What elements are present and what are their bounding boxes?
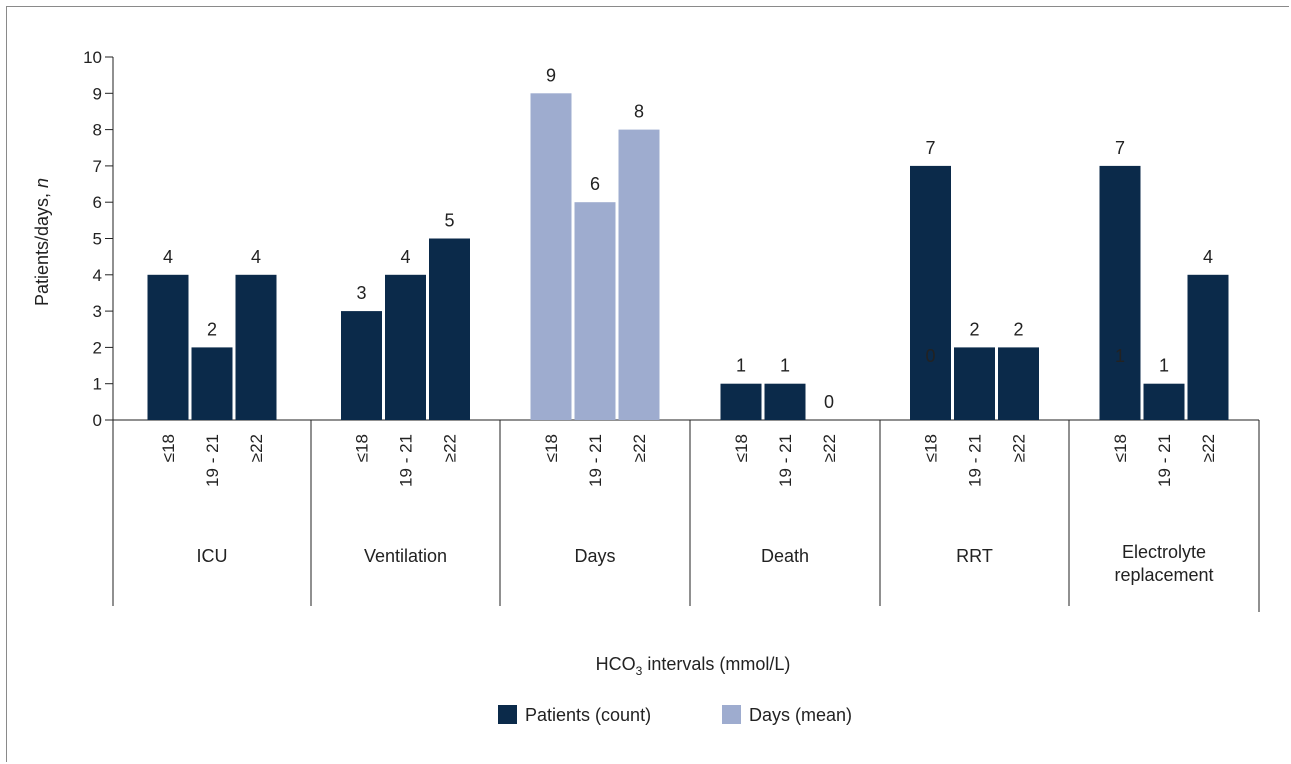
group-label: Ventilation xyxy=(364,546,447,566)
category-tick-label: 19 - 21 xyxy=(966,434,985,487)
y-tick-label: 1 xyxy=(93,375,102,394)
category-tick-label: 19 - 21 xyxy=(1155,434,1174,487)
bar xyxy=(191,347,233,420)
y-axis-title: Patients/days, n xyxy=(32,178,52,306)
bar-value-label: 1 xyxy=(780,356,790,376)
bar xyxy=(574,202,616,420)
labels: 4 ≤18 2 19 - 21 4 ≥22 ICU 3 ≤18 4 19 - 21 5 ≥22 Venti… xyxy=(159,65,1218,585)
x-axis-title: HCO3 intervals (mmol/L) xyxy=(596,654,791,678)
y-tick-label: 6 xyxy=(93,193,102,212)
bar xyxy=(1099,165,1141,420)
category-tick-label: ≥22 xyxy=(441,434,460,462)
y-tick-label: 3 xyxy=(93,302,102,321)
bar-value-label: 7 xyxy=(1115,138,1125,158)
bar xyxy=(910,165,951,420)
group-label: Electrolyte xyxy=(1122,542,1206,562)
bar-value-label: 6 xyxy=(590,174,600,194)
bar xyxy=(1187,274,1229,420)
y-tick-label: 9 xyxy=(93,84,102,103)
bar-inner-label: 0 xyxy=(925,346,935,366)
bar-value-label: 7 xyxy=(925,138,935,158)
category-tick-label: ≤18 xyxy=(1111,434,1130,462)
category-tick-label: 19 - 21 xyxy=(776,434,795,487)
bar-value-label: 5 xyxy=(444,211,454,231)
bar xyxy=(954,347,995,420)
chart-frame xyxy=(6,6,1289,762)
category-tick-label: ≤18 xyxy=(353,434,372,462)
category-tick-label: ≥22 xyxy=(630,434,649,462)
bar-value-label: 3 xyxy=(356,283,366,303)
bar xyxy=(764,383,806,420)
legend-label: Days (mean) xyxy=(749,705,852,725)
bar xyxy=(998,347,1039,420)
bar-value-label: 4 xyxy=(251,247,261,267)
category-tick-label: ≤18 xyxy=(159,434,178,462)
group-label: RRT xyxy=(956,546,993,566)
category-tick-label: ≥22 xyxy=(1199,434,1218,462)
bar xyxy=(618,129,660,420)
bar-value-label: 9 xyxy=(546,65,556,85)
bar xyxy=(147,274,189,420)
y-tick-label: 0 xyxy=(93,411,102,430)
category-tick-label: ≤18 xyxy=(922,434,941,462)
y-tick-label: 8 xyxy=(93,121,102,140)
bar xyxy=(720,383,762,420)
group-label: replacement xyxy=(1114,565,1213,585)
bar xyxy=(385,274,426,420)
bar-value-label: 4 xyxy=(400,247,410,267)
category-tick-label: 19 - 21 xyxy=(586,434,605,487)
bar-value-label: 1 xyxy=(736,356,746,376)
category-tick-label: 19 - 21 xyxy=(203,434,222,487)
group-label: Death xyxy=(761,546,809,566)
bar-inner-label: 1 xyxy=(1115,346,1125,366)
bar-value-label: 4 xyxy=(163,247,173,267)
bar-value-label: 4 xyxy=(1203,247,1213,267)
category-tick-label: ≤18 xyxy=(732,434,751,462)
legend-swatch xyxy=(498,705,517,724)
group-label: Days xyxy=(574,546,615,566)
bar xyxy=(235,274,277,420)
bar xyxy=(1143,383,1185,420)
category-tick-label: ≤18 xyxy=(542,434,561,462)
bar-value-label: 8 xyxy=(634,102,644,122)
group-label: ICU xyxy=(197,546,228,566)
bar xyxy=(429,238,470,420)
category-tick-label: ≥22 xyxy=(1010,434,1029,462)
y-tick-label: 4 xyxy=(93,266,102,285)
bar-value-label: 1 xyxy=(1159,356,1169,376)
bar xyxy=(530,93,572,421)
bar-value-label: 0 xyxy=(824,392,834,412)
y-tick-label: 2 xyxy=(93,338,102,357)
y-tick-label: 7 xyxy=(93,157,102,176)
bar-value-label: 2 xyxy=(207,319,217,339)
bars xyxy=(147,93,1229,421)
category-tick-label: ≥22 xyxy=(820,434,839,462)
y-tick-label: 5 xyxy=(93,230,102,249)
bar-value-label: 2 xyxy=(1013,319,1023,339)
category-tick-label: 19 - 21 xyxy=(397,434,416,487)
y-tick-label: 10 xyxy=(83,48,102,67)
bar xyxy=(341,311,382,420)
category-tick-label: ≥22 xyxy=(247,434,266,462)
legend-label: Patients (count) xyxy=(525,705,651,725)
legend: Patients (count) Days (mean) xyxy=(498,705,852,725)
legend-swatch xyxy=(722,705,741,724)
bar-value-label: 2 xyxy=(969,319,979,339)
